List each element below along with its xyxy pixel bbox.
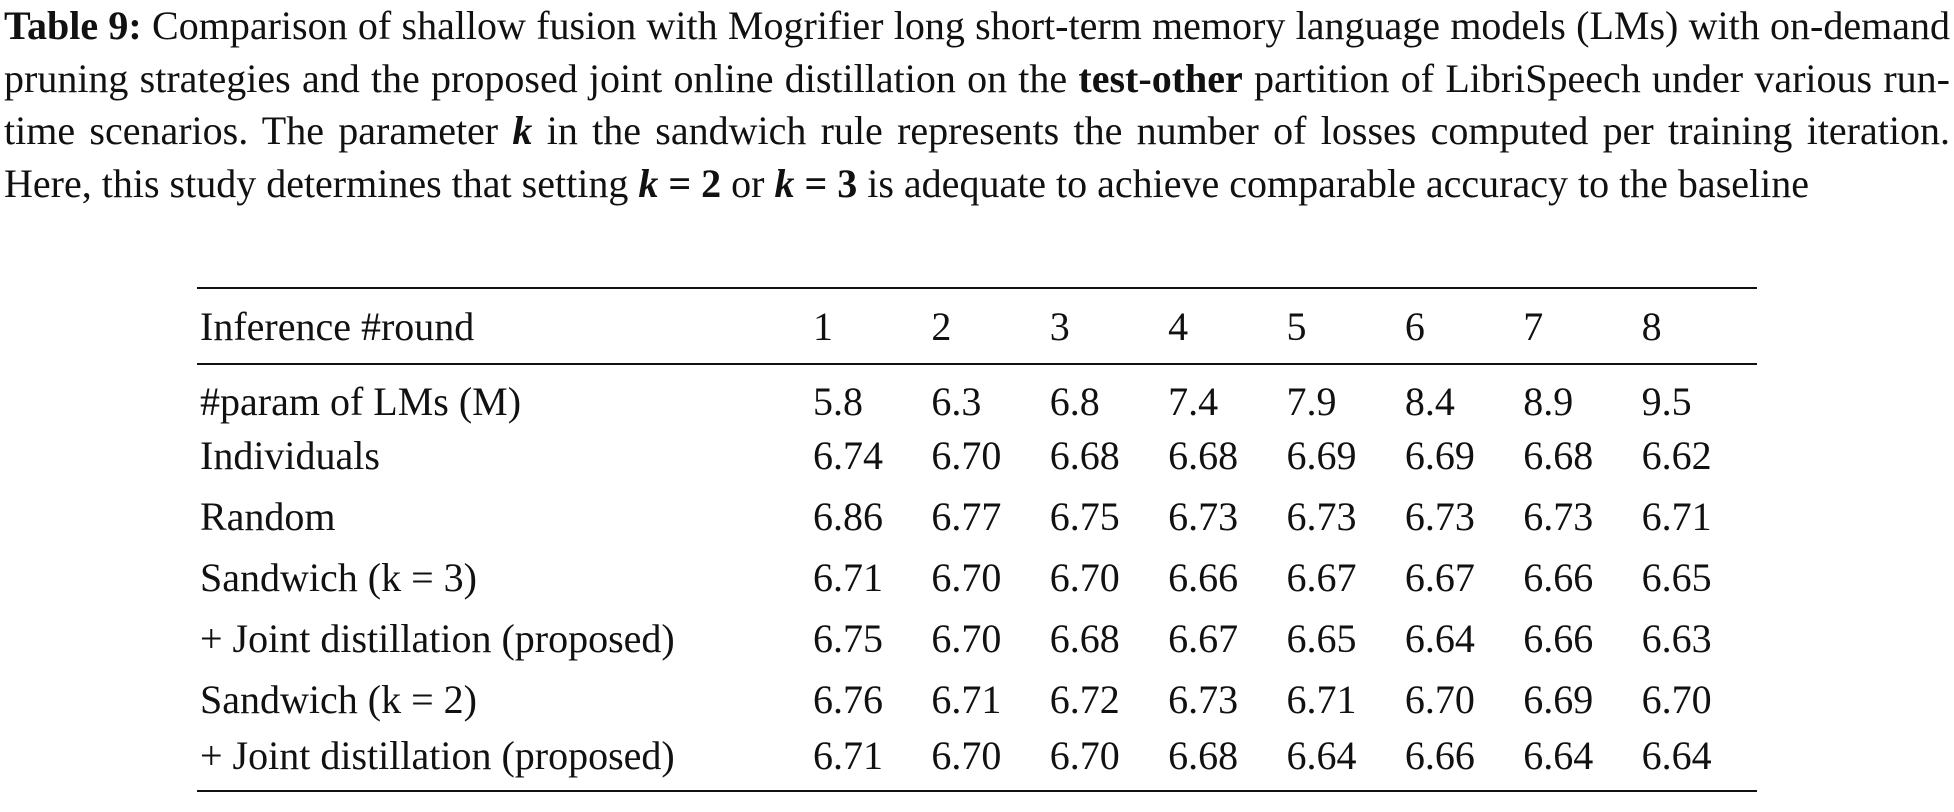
value-cell: 6.71 <box>1641 494 1712 539</box>
value-cell: 6.64 <box>1404 616 1475 661</box>
caption-text: = 3 <box>794 160 858 206</box>
value-cell: 6.68 <box>1049 616 1120 661</box>
value-cell: 9.5 <box>1641 378 1692 424</box>
value-cell: 6.77 <box>931 494 1002 539</box>
value-cell: 6.66 <box>1168 555 1239 600</box>
value-cell: 6.73 <box>1168 494 1239 539</box>
value-cell: 6.71 <box>1286 677 1357 722</box>
table-row: Individuals 6.74 6.70 6.68 6.68 6.69 6.69 6.68 6… <box>197 425 1757 486</box>
value-cell: 6.72 <box>1049 677 1120 722</box>
value-cell: 6.71 <box>813 732 883 778</box>
header-cell: 5 <box>1286 303 1307 349</box>
table-header: Inference #round 1 2 3 4 5 6 7 8 <box>197 288 1757 364</box>
header-cell: 6 <box>1404 303 1425 349</box>
table-row: + Joint distillation (proposed) 6.75 6.70 6… <box>197 608 1757 669</box>
value-cell: 6.64 <box>1641 732 1712 778</box>
value-cell: 6.67 <box>1404 555 1475 600</box>
value-cell: 6.68 <box>1049 433 1120 478</box>
value-cell: 6.63 <box>1641 616 1712 661</box>
table-row: Sandwich (k = 3) 6.71 6.70 6.70 6.66 6.67 6.67… <box>197 547 1757 608</box>
value-cell: 6.75 <box>813 616 883 661</box>
header-cell: 2 <box>931 303 952 349</box>
value-cell: 6.71 <box>813 555 883 600</box>
caption-text: = 2 <box>658 160 722 206</box>
value-cell: 6.69 <box>1523 677 1594 722</box>
row-label: Sandwich (k = 3) <box>200 555 477 600</box>
value-cell: 6.71 <box>931 677 1002 722</box>
value-cell: 6.75 <box>1049 494 1120 539</box>
header-cell: 7 <box>1523 303 1544 349</box>
table-body: #param of LMs (M) 5.8 6.3 6.8 7.4 7.9 8.4 8.9 9.… <box>197 364 1757 791</box>
value-cell: 6.66 <box>1404 732 1475 778</box>
row-label: Individuals <box>200 433 380 478</box>
value-cell: 8.4 <box>1404 378 1455 424</box>
row-label: #param of LMs (M) <box>200 378 522 424</box>
value-cell: 6.70 <box>1049 732 1120 778</box>
value-cell: 6.68 <box>1523 433 1594 478</box>
header-cell: Inference #round <box>200 303 475 349</box>
header-cell: 4 <box>1168 303 1189 349</box>
value-cell: 6.69 <box>1404 433 1475 478</box>
header-cell: 8 <box>1641 303 1662 349</box>
value-cell: 6.70 <box>1404 677 1475 722</box>
value-cell: 6.64 <box>1286 732 1357 778</box>
value-cell: 6.65 <box>1641 555 1712 600</box>
table-row: #param of LMs (M) 5.8 6.3 6.8 7.4 7.9 8.4 8.9 9.… <box>197 364 1757 425</box>
row-label: + Joint distillation (proposed) <box>200 732 675 778</box>
value-cell: 6.65 <box>1286 616 1357 661</box>
value-cell: 6.8 <box>1049 378 1100 424</box>
value-cell: 6.74 <box>813 433 883 478</box>
value-cell: 6.66 <box>1523 616 1594 661</box>
value-cell: 6.68 <box>1168 732 1239 778</box>
caption-text: in the sandwich rule represents the numb… <box>4 108 1950 206</box>
caption-text: k <box>512 108 533 153</box>
row-label: Sandwich (k = 2) <box>200 677 477 722</box>
header-cell: 1 <box>813 303 833 349</box>
results-table: Inference #round 1 2 3 4 5 6 7 8 #param of LMs (… <box>197 287 1757 792</box>
value-cell: 6.70 <box>931 555 1002 600</box>
value-cell: 6.68 <box>1168 433 1239 478</box>
value-cell: 6.73 <box>1168 677 1239 722</box>
value-cell: 6.66 <box>1523 555 1594 600</box>
value-cell: 6.69 <box>1286 433 1357 478</box>
value-cell: 6.70 <box>931 616 1002 661</box>
value-cell: 6.67 <box>1168 616 1239 661</box>
caption-text: Comparison of shallow fusion with Mogrif… <box>4 3 1951 101</box>
value-cell: 6.70 <box>931 433 1002 478</box>
caption-text: or <box>721 160 775 206</box>
value-cell: 6.3 <box>931 378 982 424</box>
caption-text: Table 9: <box>4 3 142 48</box>
table-caption: Table 9: Comparison of shallow fusion wi… <box>4 0 1950 210</box>
row-label: + Joint distillation (proposed) <box>200 616 675 661</box>
value-cell: 6.73 <box>1523 494 1594 539</box>
value-cell: 6.70 <box>1049 555 1120 600</box>
value-cell: 6.64 <box>1523 732 1594 778</box>
value-cell: 7.9 <box>1286 378 1337 424</box>
value-cell: 6.70 <box>1641 677 1712 722</box>
header-row: Inference #round 1 2 3 4 5 6 7 8 <box>197 288 1757 364</box>
header-cell: 3 <box>1049 303 1070 349</box>
value-cell: 6.86 <box>813 494 883 539</box>
caption-text: partition of LibriSpeech under various r… <box>4 55 1950 154</box>
caption-text: is adequate to achieve comparable accura… <box>857 160 1809 206</box>
value-cell: 5.8 <box>813 378 863 424</box>
value-cell: 6.73 <box>1286 494 1357 539</box>
value-cell: 8.9 <box>1523 378 1574 424</box>
value-cell: 6.76 <box>813 677 883 722</box>
table-row: + Joint distillation (proposed) 6.71 6.70 6… <box>197 730 1757 791</box>
value-cell: 6.73 <box>1404 494 1475 539</box>
value-cell: 7.4 <box>1168 378 1219 424</box>
caption-text: k <box>638 160 659 206</box>
table-row: Random 6.86 6.77 6.75 6.73 6.73 6.73 6.73 6.71 <box>197 486 1757 547</box>
value-cell: 6.62 <box>1641 433 1712 478</box>
caption-text: test-other <box>1078 55 1243 101</box>
table-row: Sandwich (k = 2) 6.76 6.71 6.72 6.73 6.71 6.70… <box>197 669 1757 730</box>
value-cell: 6.70 <box>931 732 1002 778</box>
row-label: Random <box>200 494 336 539</box>
value-cell: 6.67 <box>1286 555 1357 600</box>
caption-text: k <box>774 160 795 206</box>
